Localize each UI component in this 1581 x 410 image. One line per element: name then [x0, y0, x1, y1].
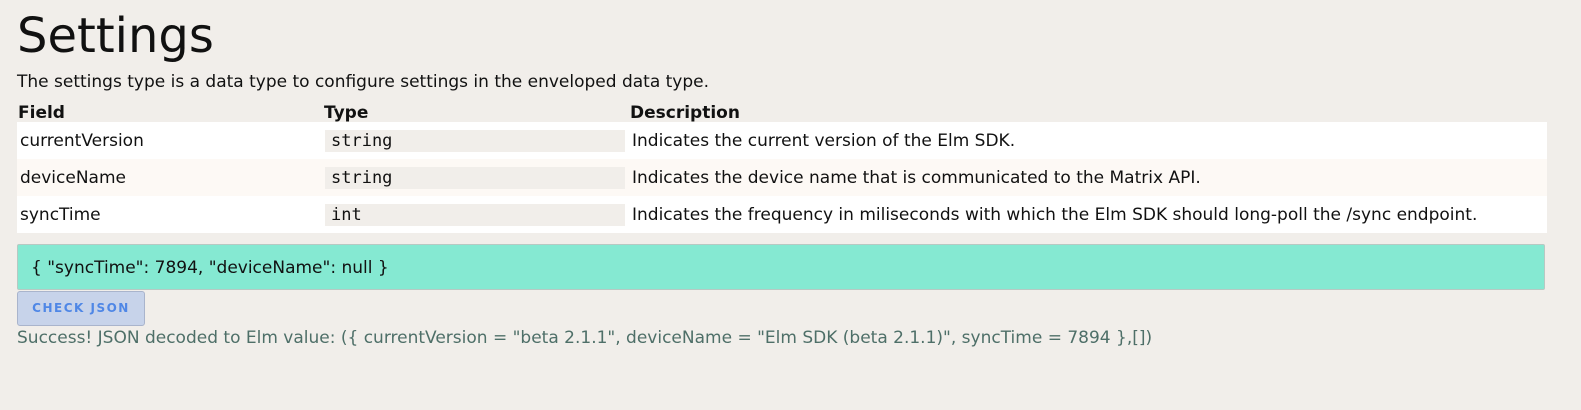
settings-table: Field Type Description currentVersion st… — [17, 104, 1547, 233]
table-row: deviceName string Indicates the device n… — [17, 159, 1547, 196]
table-header: Field Type Description — [17, 104, 1547, 122]
type-cell: int — [323, 196, 629, 233]
intro-text: The settings type is a data type to conf… — [17, 72, 710, 92]
header-type: Type — [323, 104, 629, 122]
type-code: int — [325, 203, 625, 226]
header-field: Field — [17, 104, 323, 122]
field-cell: deviceName — [17, 159, 323, 196]
field-cell: currentVersion — [20, 130, 144, 151]
result-message: Success! JSON decoded to Elm value: ({ c… — [17, 328, 1153, 348]
header-description: Description — [629, 104, 1547, 122]
table-row: currentVersion string Indicates the curr… — [17, 122, 1547, 159]
table-row: syncTime int Indicates the frequency in … — [17, 196, 1547, 233]
page-title: Settings — [17, 8, 214, 64]
type-code: string — [325, 166, 625, 189]
field-cell: syncTime — [20, 204, 101, 225]
json-input[interactable]: { "syncTime": 7894, "deviceName": null } — [17, 244, 1545, 290]
description-cell: Indicates the frequency in miliseconds w… — [632, 204, 1478, 225]
check-json-button[interactable]: CHECK JSON — [17, 291, 145, 326]
type-cell: string — [323, 122, 629, 159]
description-cell: Indicates the current version of the Elm… — [632, 130, 1016, 151]
type-code: string — [325, 129, 625, 152]
type-cell: string — [323, 159, 629, 196]
description-cell: Indicates the device name that is commun… — [629, 159, 1547, 196]
